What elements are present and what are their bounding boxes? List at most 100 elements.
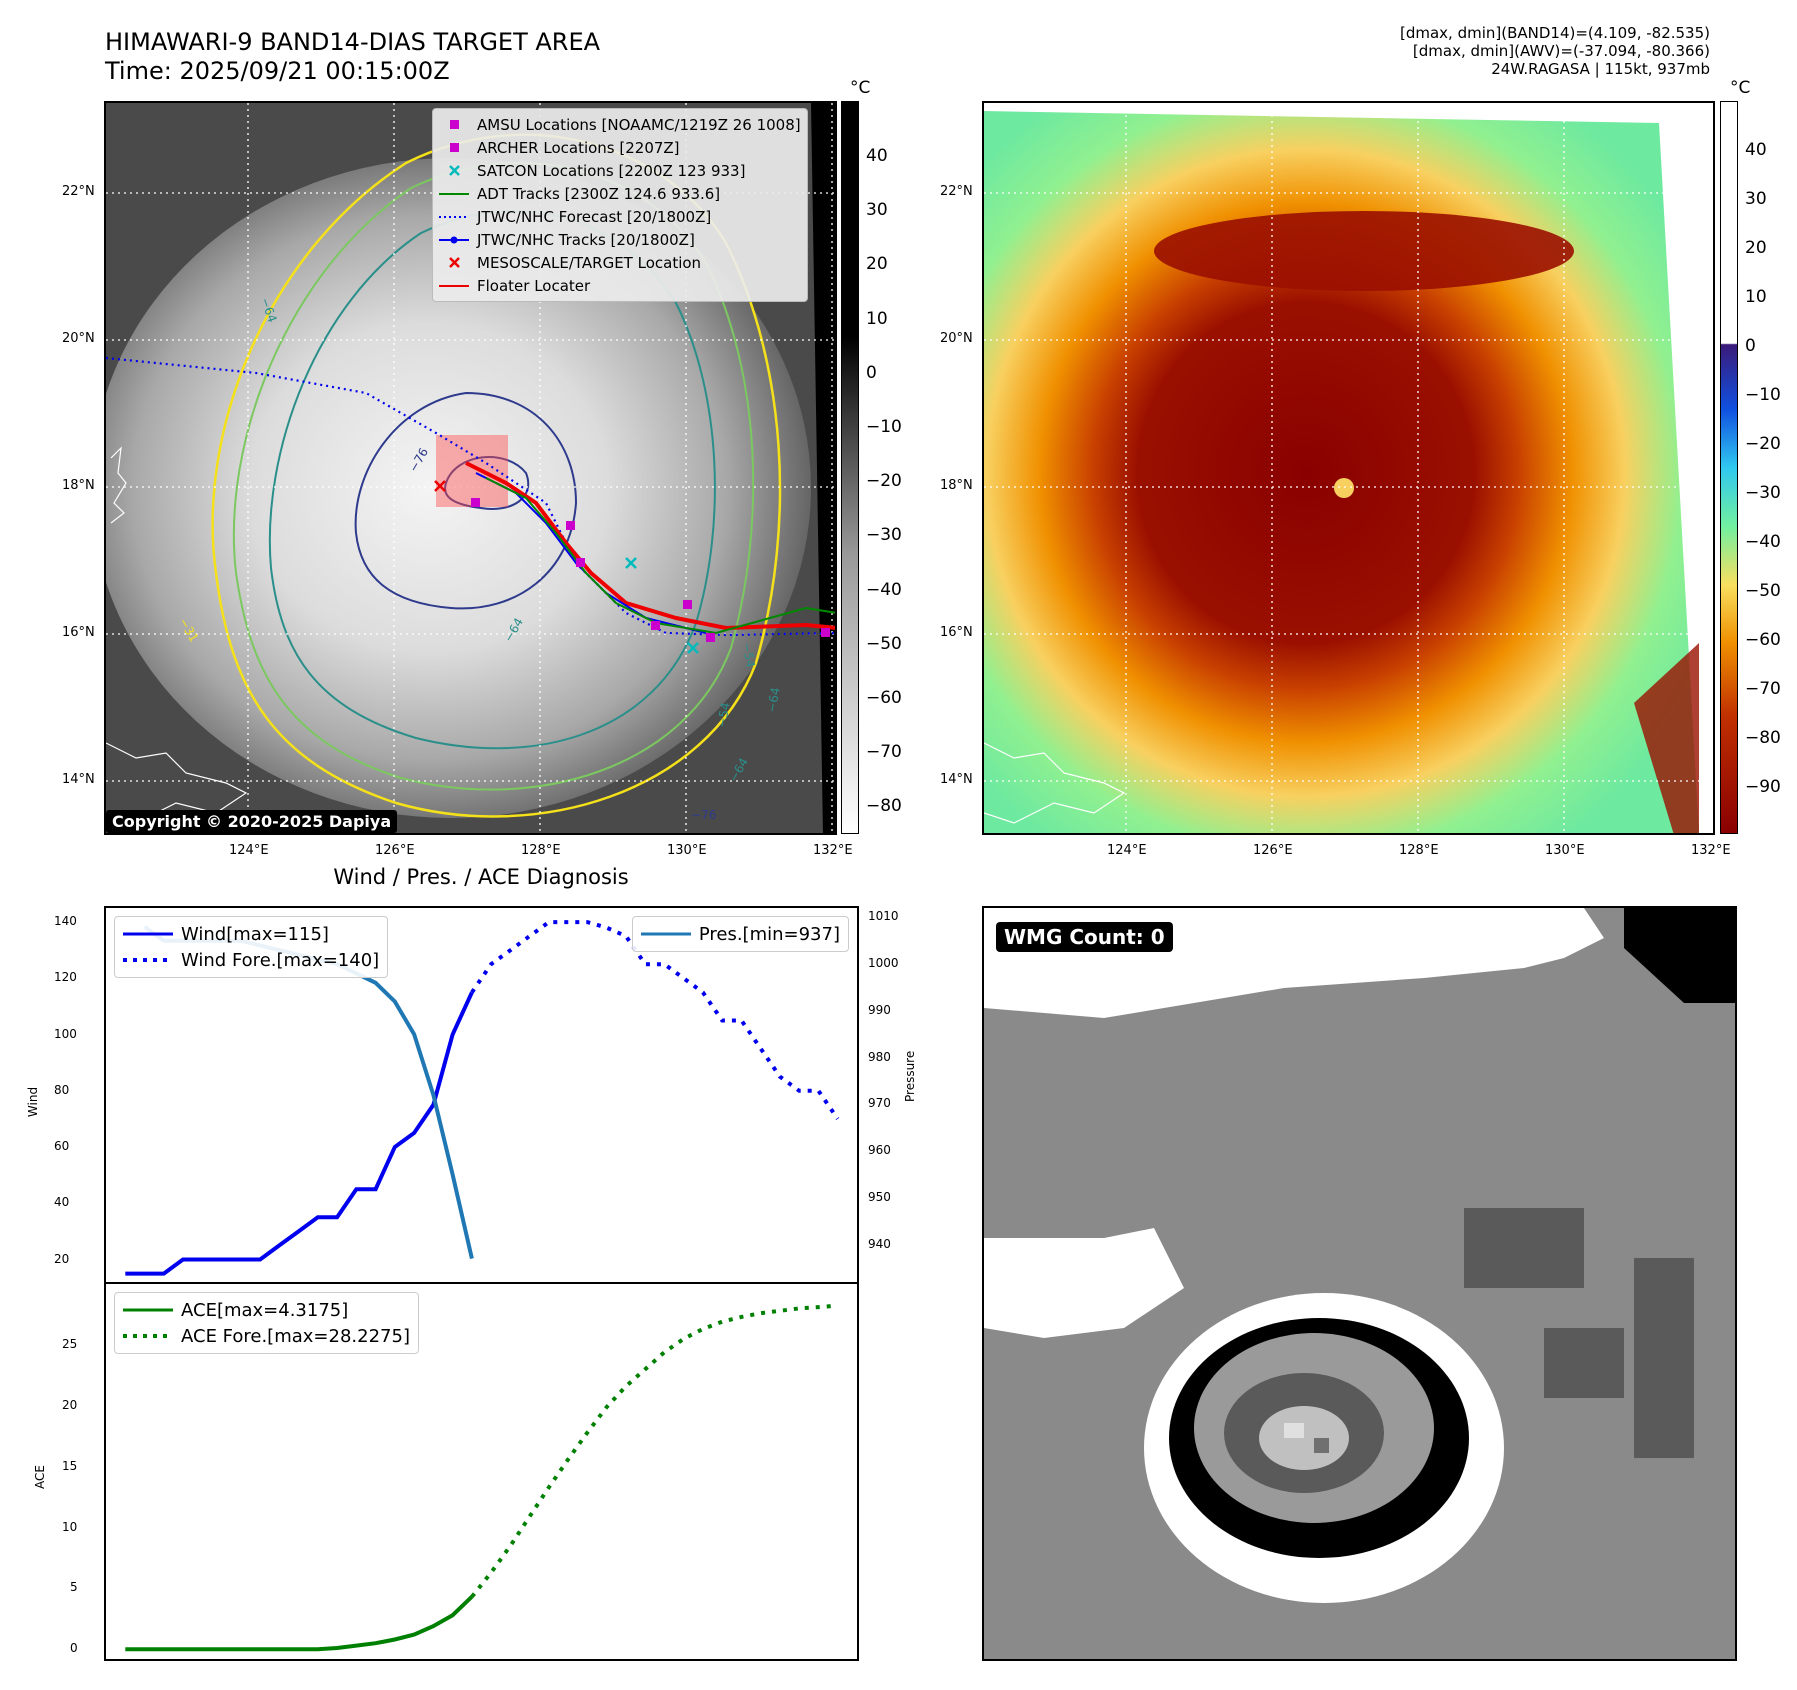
info-line-2: [dmax, dmin](AWV)=(-37.094, -80.366)	[1412, 42, 1710, 60]
ace-panel: ACE[max=4.3175] ACE Fore.[max=28.2275]	[104, 1282, 859, 1661]
legend-label: ADT Tracks [2300Z 124.6 933.6]	[477, 184, 721, 203]
lon-label: 128°E	[1399, 843, 1439, 858]
satcon-markers	[625, 557, 699, 654]
colorbar-tick: −30	[1745, 483, 1781, 503]
no-data-strip	[811, 103, 835, 833]
colorbar-tick: 40	[866, 146, 888, 166]
figure-title: HIMAWARI-9 BAND14-DIAS TARGET AREA Time:…	[105, 28, 600, 86]
colorbar-tick: 30	[866, 200, 888, 221]
ace-legend: ACE[max=4.3175] ACE Fore.[max=28.2275]	[114, 1292, 419, 1354]
legend-item: JTWC/NHC Tracks [20/1800Z]	[439, 228, 801, 251]
series-line-0	[125, 991, 474, 1276]
colorbar-tick: −20	[866, 471, 902, 492]
ace-tick: 10	[62, 1519, 78, 1534]
colorbar-tick: 20	[866, 254, 888, 275]
legend-label: JTWC/NHC Tracks [20/1800Z]	[477, 230, 695, 249]
colorbar-tick: −90	[1745, 777, 1781, 797]
legend-wind-forecast: Wind Fore.[max=140]	[181, 949, 380, 971]
colorbar-tick: −30	[866, 525, 902, 546]
ace-series-line-1	[470, 1303, 838, 1598]
contour-teal	[268, 210, 716, 750]
wind-tick: 120	[54, 970, 77, 985]
lat-label: 20°N	[62, 331, 95, 346]
colorbar-tick: 10	[866, 308, 888, 329]
info-line-3: 24W.RAGASA | 115kt, 937mb	[1491, 60, 1710, 78]
pressure-tick: 980	[868, 1049, 891, 1064]
lon-label: 124°E	[229, 843, 269, 858]
amsu-markers	[471, 498, 830, 642]
ace-tick: 25	[62, 1336, 78, 1351]
contour-navy	[354, 391, 578, 610]
colorbar-tick: −10	[866, 417, 902, 437]
pressure-tick: 940	[868, 1236, 891, 1251]
contour-green	[232, 161, 755, 791]
lon-label: 130°E	[1545, 843, 1585, 858]
legend-label: JTWC/NHC Forecast [20/1800Z]	[477, 207, 712, 226]
awv-map	[984, 103, 1713, 833]
lat-label: 22°N	[62, 184, 95, 199]
colorbar-unit: °C	[850, 78, 871, 98]
map-gridlines	[984, 103, 1713, 833]
pressure-tick: 970	[868, 1096, 891, 1111]
colorbar-tick: −60	[866, 688, 902, 708]
wind-legend: Wind[max=115] Wind Fore.[max=140]	[114, 916, 389, 978]
legend-label: Floater Locater	[477, 276, 591, 295]
legend-item: JTWC/NHC Forecast [20/1800Z]	[439, 205, 801, 228]
colorbar-tick: 40	[1745, 140, 1767, 160]
pressure-tick: 950	[868, 1189, 891, 1204]
title-line-1: HIMAWARI-9 BAND14-DIAS TARGET AREA	[105, 28, 601, 56]
wind-tick: 100	[54, 1026, 77, 1041]
floater-track	[465, 461, 835, 631]
pressure-axis-label: Pressure	[903, 1050, 917, 1102]
pressure-legend: Pres.[min=937]	[631, 916, 849, 952]
colorbar-tick: 20	[1745, 238, 1767, 258]
legend-item: ARCHER Locations [2207Z]	[439, 136, 801, 159]
lon-label: 132°E	[813, 843, 853, 858]
info-line-1: [dmax, dmin](BAND14)=(4.109, -82.535)	[1399, 24, 1710, 42]
legend-label: ARCHER Locations [2207Z]	[477, 138, 680, 157]
colorbar-tick: −10	[1745, 385, 1781, 405]
awv-map-panel	[982, 101, 1715, 835]
wmg-count-badge: WMG Count: 0	[996, 922, 1173, 952]
lat-label: 14°N	[940, 772, 973, 787]
colorbar-tick: −40	[866, 579, 902, 600]
lat-label: 14°N	[62, 772, 95, 787]
wind-tick: 20	[54, 1251, 70, 1266]
ace-tick: 0	[70, 1641, 78, 1656]
lat-label: 18°N	[62, 478, 95, 493]
pressure-tick: 960	[868, 1143, 891, 1158]
colorbar-tick: 0	[866, 362, 877, 383]
storm-info: [dmax, dmin](BAND14)=(4.109, -82.535) [d…	[1400, 24, 1710, 78]
awv-image	[984, 111, 1699, 833]
ace-series-line-0	[125, 1595, 474, 1652]
storm-cloud-shield	[106, 158, 811, 818]
band14-colorbar	[841, 101, 859, 834]
colorbar-tick: −70	[1745, 679, 1781, 699]
ace-tick: 15	[62, 1458, 78, 1473]
legend-label: AMSU Locations [NOAAMC/1219Z 26 1008]	[477, 115, 801, 134]
legend-ace: ACE[max=4.3175]	[181, 1299, 349, 1321]
colorbar-tick: −20	[1745, 434, 1781, 454]
legend-label: SATCON Locations [2200Z 123 933]	[477, 161, 746, 180]
copyright-badge: Copyright © 2020-2025 Dapiya	[106, 810, 398, 833]
contour-label: −76	[691, 808, 717, 822]
pressure-tick: 1000	[868, 956, 899, 971]
pressure-tick: 1010	[868, 909, 899, 924]
ace-chart	[125, 1303, 838, 1652]
wind-tick: 60	[54, 1139, 70, 1154]
colorbar-tick: 10	[1745, 287, 1767, 307]
lon-label: 126°E	[375, 843, 415, 858]
lon-label: 124°E	[1107, 843, 1147, 858]
awv-colorbar	[1720, 101, 1738, 834]
colorbar-unit: °C	[1730, 78, 1751, 98]
legend-item: Floater Locater	[439, 274, 801, 297]
lat-label: 22°N	[940, 184, 973, 199]
legend-label: MESOSCALE/TARGET Location	[477, 253, 702, 272]
wmg-image	[984, 908, 1735, 1659]
legend-item: MESOSCALE/TARGET Location	[439, 251, 801, 274]
lon-label: 132°E	[1691, 843, 1731, 858]
colorbar-tick: −80	[866, 796, 902, 817]
lat-label: 16°N	[940, 625, 973, 640]
legend-item: ADT Tracks [2300Z 124.6 933.6]	[439, 182, 801, 205]
colorbar-tick: −60	[1745, 630, 1781, 650]
